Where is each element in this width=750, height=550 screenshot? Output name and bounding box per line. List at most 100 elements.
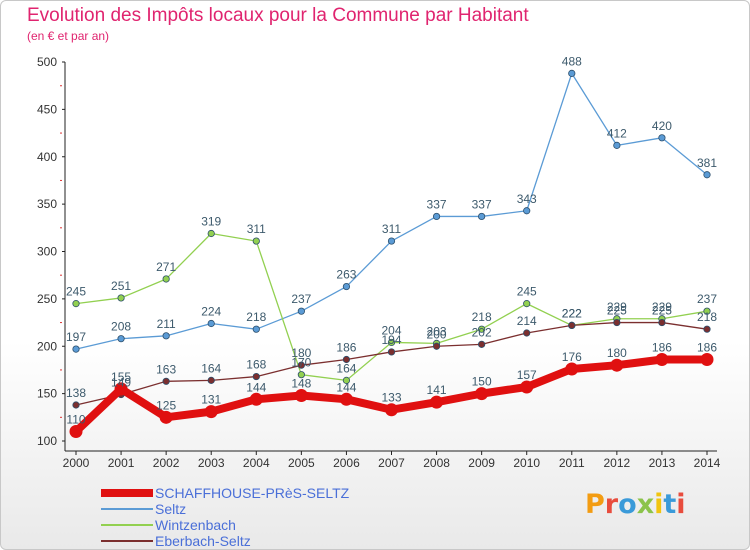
data-label: 337 (472, 197, 492, 211)
data-label: 133 (381, 391, 401, 405)
data-label: 163 (156, 362, 176, 376)
legend-label: Seltz (155, 501, 187, 517)
data-label: 263 (336, 268, 356, 282)
legend-swatch (101, 508, 153, 510)
data-label: 144 (246, 380, 266, 394)
data-point (159, 410, 173, 424)
data-label: 229 (607, 300, 627, 314)
data-point (342, 355, 351, 364)
data-label: 144 (336, 380, 356, 394)
y-tick-label: 100 (37, 434, 57, 448)
x-tick-label: 2001 (108, 456, 135, 470)
data-point (387, 237, 396, 245)
data-point (72, 345, 80, 353)
data-label: 225 (607, 304, 627, 318)
data-point (523, 300, 531, 308)
data-point (478, 340, 486, 348)
data-label: 488 (562, 54, 582, 68)
y-tick-label: 400 (37, 150, 57, 164)
data-point (117, 294, 125, 302)
y-tick-label: 200 (37, 339, 57, 353)
data-label: 197 (66, 330, 86, 344)
data-point (703, 307, 711, 315)
x-tick-label: 2012 (604, 456, 631, 470)
data-label: 204 (381, 323, 401, 337)
data-point (207, 229, 215, 238)
x-tick-label: 2003 (198, 456, 225, 470)
data-point (523, 329, 531, 337)
x-tick-label: 2002 (153, 456, 180, 470)
data-label: 211 (157, 317, 176, 331)
x-tick-label: 2013 (649, 456, 676, 470)
data-point (69, 425, 83, 439)
data-point (658, 318, 666, 327)
data-label: 164 (201, 361, 221, 375)
data-label: 251 (111, 279, 131, 293)
data-label: 176 (562, 350, 582, 364)
data-label: 194 (381, 333, 401, 347)
data-label: 186 (652, 341, 672, 355)
data-point (520, 380, 534, 394)
data-point (703, 171, 711, 179)
legend-swatch (101, 540, 153, 542)
y-tick-label: 350 (37, 197, 57, 211)
data-label: 224 (201, 305, 221, 319)
data-point (252, 372, 260, 381)
data-label: 141 (427, 383, 447, 397)
data-label: 155 (111, 370, 131, 384)
data-point (72, 401, 80, 409)
data-point (294, 389, 308, 403)
data-point (655, 353, 669, 367)
data-point (565, 362, 579, 376)
legend-label: Wintzenbach (155, 517, 236, 533)
chart-title: Evolution des Impôts locaux pour la Comm… (27, 5, 529, 26)
y-tick-label: 250 (37, 292, 57, 306)
data-label: 381 (697, 156, 717, 170)
data-label: 180 (607, 346, 627, 360)
data-label: 337 (427, 197, 447, 211)
data-label: 203 (427, 324, 447, 338)
data-label: 229 (652, 300, 672, 314)
data-point (207, 376, 215, 384)
legend-label: Eberbach-Seltz (155, 533, 251, 549)
data-point (568, 69, 576, 77)
data-point (478, 212, 486, 221)
data-label: 125 (156, 398, 176, 412)
data-label: 237 (291, 292, 311, 306)
data-point (478, 325, 486, 333)
data-point (117, 335, 125, 343)
data-label: 208 (111, 320, 131, 334)
data-label: 138 (66, 386, 86, 400)
data-label: 237 (697, 292, 717, 306)
data-label: 218 (246, 310, 266, 324)
data-point (610, 358, 624, 372)
x-tick-label: 2004 (243, 456, 270, 470)
data-point (252, 237, 260, 245)
data-label: 150 (472, 375, 492, 389)
data-point (297, 361, 305, 369)
x-tick-label: 2005 (288, 456, 315, 470)
data-label: 222 (562, 306, 582, 320)
data-point (387, 348, 396, 356)
data-label: 131 (201, 393, 221, 407)
x-tick-label: 2008 (423, 456, 450, 470)
data-point (432, 342, 441, 350)
data-point (568, 321, 576, 330)
data-point (613, 318, 621, 327)
y-tick-label: 300 (37, 245, 57, 259)
x-tick-label: 2006 (333, 456, 360, 470)
data-point (475, 387, 489, 401)
data-label: 311 (382, 222, 401, 236)
data-label: 202 (472, 325, 492, 339)
data-point (114, 382, 128, 396)
x-tick-label: 2011 (559, 456, 585, 470)
data-point (658, 134, 666, 142)
data-point (430, 395, 444, 409)
data-label: 186 (336, 341, 356, 355)
y-tick-label: 450 (37, 102, 57, 116)
data-label: 420 (652, 119, 672, 133)
x-tick-label: 2007 (378, 456, 405, 470)
data-point (72, 300, 80, 308)
